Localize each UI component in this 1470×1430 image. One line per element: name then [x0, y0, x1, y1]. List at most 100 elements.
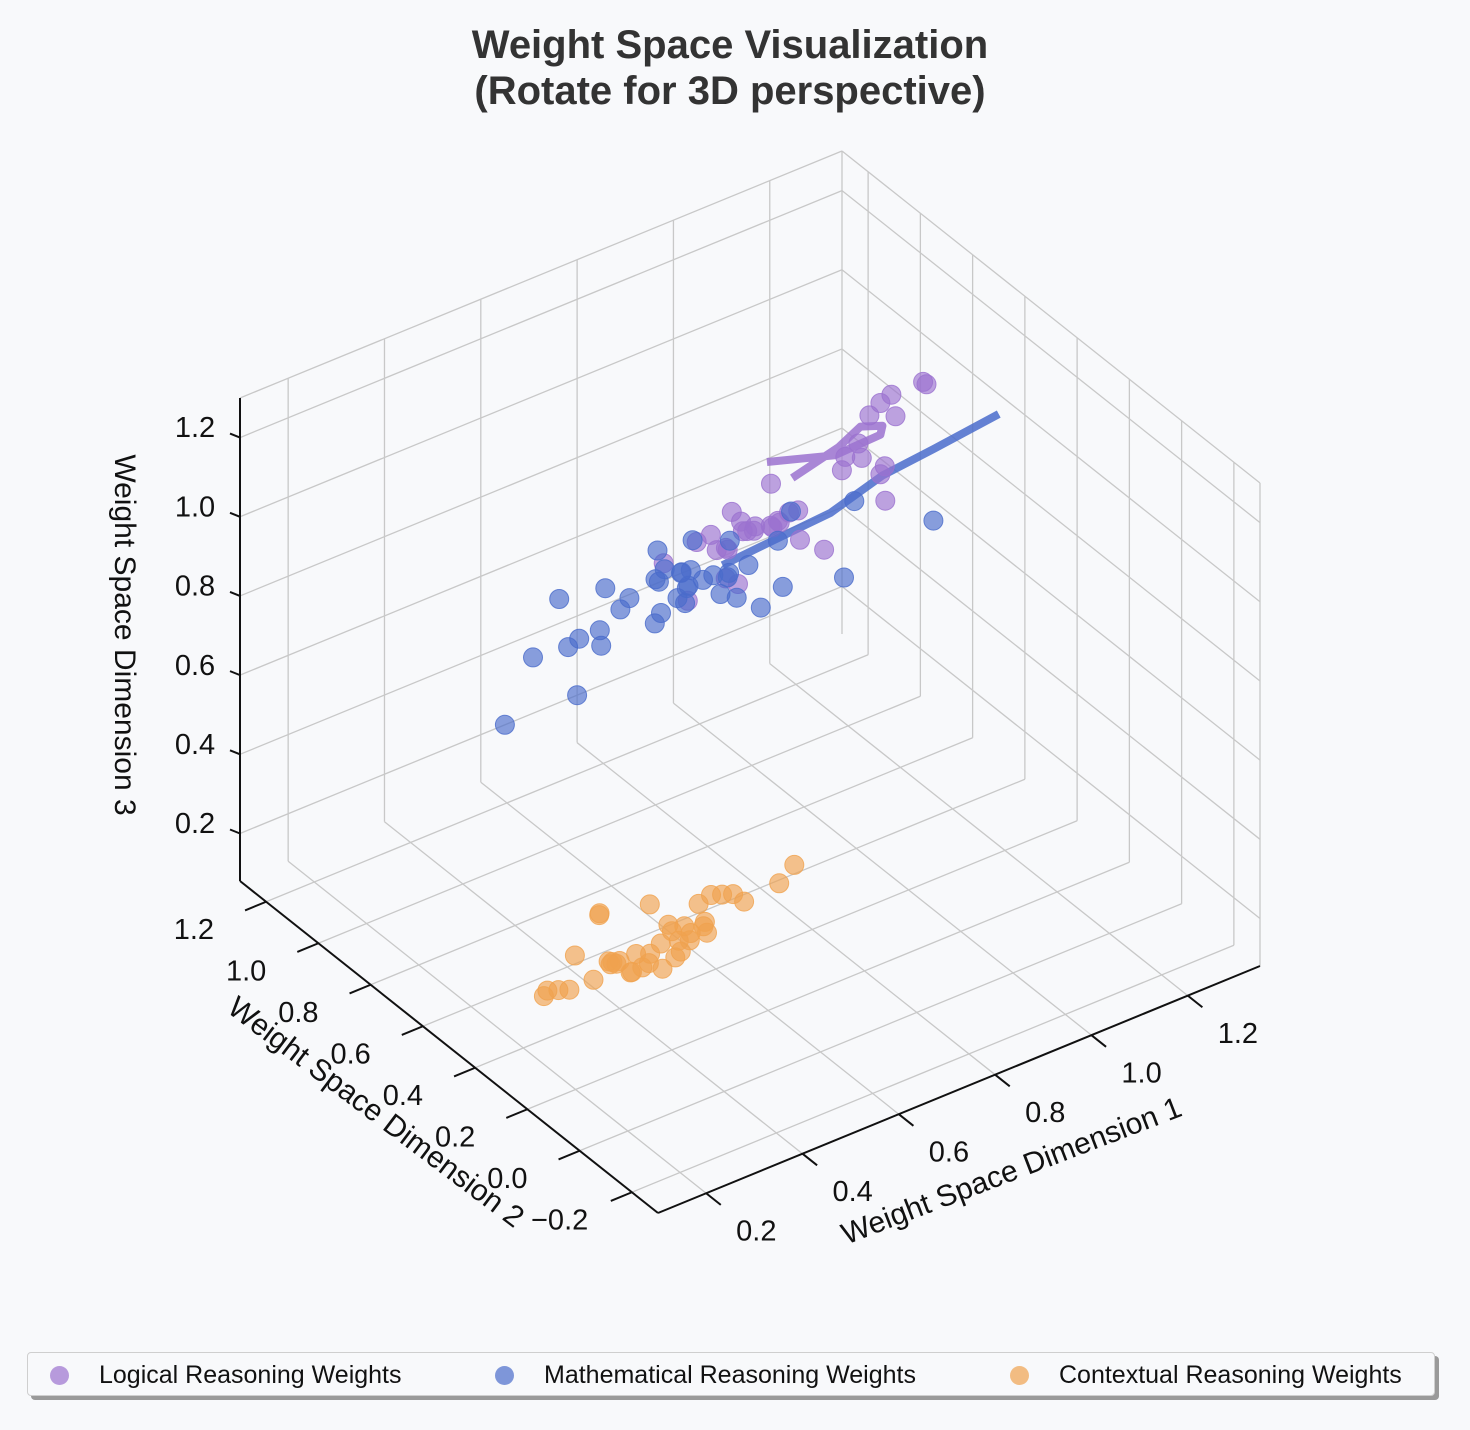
- y-tick-mark: [244, 900, 267, 912]
- grid-z-side: [841, 269, 1261, 603]
- y-tick-label: −0.2: [531, 1205, 588, 1237]
- data-points: [494, 371, 944, 1007]
- grid-y-floor: [318, 695, 921, 944]
- z-tick-mark: [229, 749, 241, 756]
- grid-z-back: [239, 585, 843, 835]
- y-tick-mark: [610, 1191, 633, 1202]
- y-tick-mark: [558, 1149, 581, 1161]
- x-tick-label: 1.0: [1121, 1058, 1161, 1090]
- y-tick-mark: [401, 1025, 424, 1036]
- axis-lines: [229, 398, 1261, 1214]
- point-mathematical: [726, 587, 747, 608]
- axis-panes: [240, 151, 1260, 1213]
- x-tick-label: 0.6: [929, 1137, 969, 1169]
- grid-z-side: [841, 190, 1261, 524]
- z-tick-mark: [229, 670, 241, 677]
- point-contextual: [639, 894, 660, 915]
- point-mathematical: [647, 540, 668, 561]
- legend: Logical Reasoning Weights Mathematical R…: [27, 1352, 1435, 1396]
- chart-subtitle: (Rotate for 3D perspective): [474, 69, 985, 113]
- point-contextual: [564, 945, 585, 966]
- grid-z-side: [841, 585, 1261, 920]
- y-tick-label: 0.4: [383, 1080, 423, 1112]
- point-mathematical: [834, 567, 854, 588]
- point-logical: [831, 460, 852, 481]
- grid-y-floor: [527, 861, 1130, 1110]
- point-mathematical: [844, 491, 865, 512]
- chart-title: Weight Space Visualization: [472, 23, 988, 67]
- point-mathematical: [719, 530, 740, 551]
- legend-label-logical: Logical Reasoning Weights: [99, 1361, 402, 1389]
- point-logical: [875, 490, 896, 511]
- point-mathematical: [523, 647, 543, 668]
- grid-x-floor: [287, 860, 707, 1194]
- z-tick-mark: [229, 828, 241, 835]
- point-mathematical: [738, 555, 759, 575]
- legend-label-mathematical: Mathematical Reasoning Weights: [544, 1361, 916, 1389]
- grid-lines: [239, 150, 1261, 1194]
- point-logical: [814, 539, 835, 560]
- z-tick-label: 0.8: [175, 571, 215, 603]
- point-contextual: [589, 905, 610, 926]
- x-tick-mark: [1090, 1034, 1107, 1048]
- grid-z-side: [841, 427, 1261, 761]
- trajectory-0: [766, 421, 887, 482]
- point-logical: [761, 473, 781, 494]
- pane-edge: [239, 150, 843, 399]
- pane-back-xz: [240, 151, 842, 881]
- x-tick-mark: [898, 1113, 915, 1127]
- y-tick-mark: [349, 983, 372, 995]
- point-logical: [874, 456, 895, 477]
- tick-labels: 0.2 0.4 0.6 0.8 1.0 1.2 −0.20.0 0.2 0.4 0.6 0.8 1.0…: [174, 412, 1258, 1247]
- z-tick-label: 0.6: [175, 650, 215, 682]
- y-axis-line: [239, 880, 659, 1214]
- point-mathematical: [595, 578, 616, 599]
- y-tick-mark: [505, 1108, 528, 1119]
- y-tick-label: 0.6: [330, 1039, 370, 1071]
- grid-z-back: [239, 269, 843, 518]
- pane-edge: [841, 150, 1261, 484]
- grid-y-floor: [474, 820, 1078, 1069]
- point-mathematical: [494, 714, 515, 735]
- point-mathematical: [591, 635, 612, 656]
- point-mathematical: [651, 603, 671, 623]
- grid-x-floor: [576, 742, 996, 1076]
- point-mathematical: [654, 559, 675, 580]
- x-tick-mark: [801, 1152, 818, 1167]
- grid-y-floor: [579, 903, 1182, 1152]
- legend-item-logical[interactable]: Logical Reasoning Weights: [50, 1361, 402, 1390]
- legend-item-contextual[interactable]: Contextual Reasoning Weights: [1010, 1361, 1402, 1390]
- grid-z-back: [239, 189, 843, 439]
- y-tick-label: 0.0: [487, 1163, 527, 1195]
- point-contextual: [694, 911, 715, 932]
- grid-x-floor: [769, 663, 1189, 997]
- point-mathematical: [569, 628, 590, 649]
- point-mathematical: [675, 593, 696, 614]
- point-contextual: [559, 979, 580, 1000]
- y-tick-label: 1.2: [174, 914, 214, 946]
- x-axis-line: [657, 965, 1261, 1214]
- grid-z-back: [239, 427, 843, 676]
- point-mathematical: [767, 530, 788, 551]
- point-logical: [913, 371, 934, 392]
- grid-z-back: [239, 506, 843, 755]
- legend-marker-mathematical: [495, 1366, 514, 1385]
- grid-y-floor: [370, 737, 973, 986]
- point-mathematical: [750, 597, 771, 618]
- z-tick-label: 1.2: [175, 412, 215, 444]
- grid-z-side: [841, 348, 1261, 682]
- point-mathematical: [619, 588, 640, 609]
- legend-marker-contextual: [1010, 1366, 1029, 1385]
- legend-item-mathematical[interactable]: Mathematical Reasoning Weights: [495, 1361, 916, 1390]
- z-tick-label: 0.4: [175, 729, 215, 761]
- point-contextual: [598, 951, 619, 972]
- z-tick-mark: [229, 432, 241, 439]
- x-tick-label: 0.2: [736, 1216, 776, 1248]
- x-tick-label: 0.4: [832, 1176, 872, 1208]
- point-mathematical: [682, 530, 703, 551]
- point-mathematical: [923, 510, 944, 531]
- point-logical: [885, 406, 906, 427]
- point-logical: [848, 433, 869, 454]
- point-contextual: [583, 969, 604, 990]
- point-mathematical: [693, 569, 713, 590]
